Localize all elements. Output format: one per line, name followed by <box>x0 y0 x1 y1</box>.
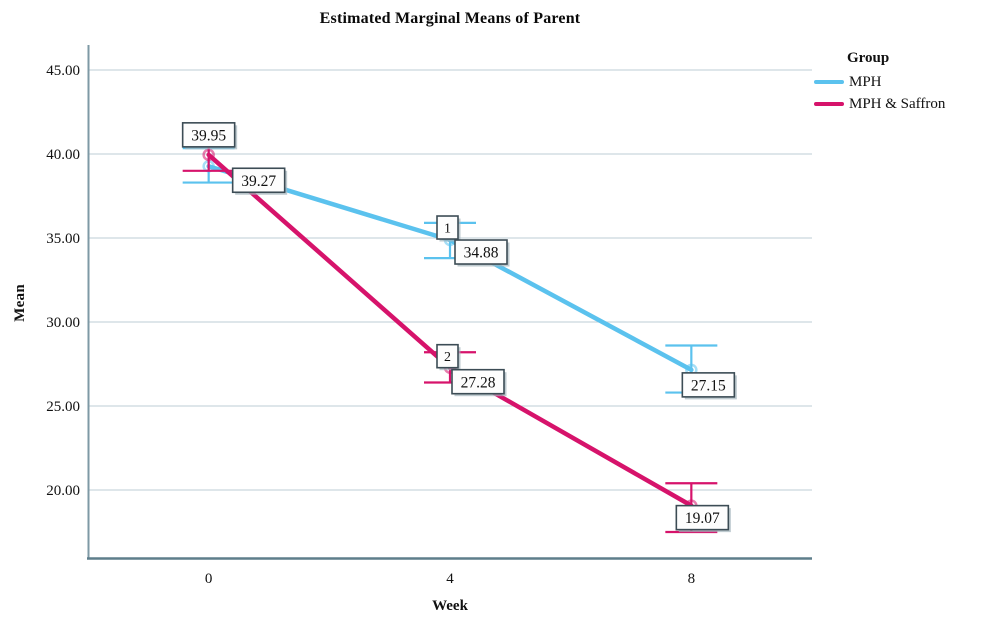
point-flag-label: 2 <box>444 350 451 365</box>
data-point-value-label: 39.95 <box>191 127 226 144</box>
data-point-value-label-box <box>181 122 236 148</box>
point-flag-label-box <box>436 343 459 369</box>
data-point-value-label: 19.07 <box>685 510 720 527</box>
data-point-value-label: 27.28 <box>461 374 496 391</box>
point-flag-label: 1 <box>444 222 451 237</box>
y-axis-tick-label: 25.00 <box>46 399 80 415</box>
legend-items: MPH MPH & Saffron <box>814 74 994 112</box>
legend-swatch-line-icon <box>814 80 844 84</box>
data-point-value-label: 34.88 <box>464 245 499 262</box>
legend: Group MPH MPH & Saffron <box>814 50 994 118</box>
data-point-value-label-box <box>454 239 508 265</box>
legend-title: Group <box>847 50 890 66</box>
data-point-value-label-box <box>675 504 730 531</box>
data-point-value-label: 39.27 <box>241 173 276 190</box>
x-axis-label: Week <box>432 598 468 614</box>
legend-item-label: MPH & Saffron <box>849 95 946 112</box>
x-axis-tick-label: 8 <box>688 571 696 587</box>
legend-item-label: MPH <box>849 73 882 90</box>
legend-item: MPH & Saffron <box>814 96 994 112</box>
data-point-value-label: 27.15 <box>691 377 726 394</box>
series-line <box>206 164 694 373</box>
point-flag-label-box <box>436 215 459 240</box>
y-axis-tick-label: 20.00 <box>46 483 80 499</box>
y-axis-tick-label: 40.00 <box>46 147 80 163</box>
y-axis-tick-label: 45.00 <box>46 63 80 79</box>
legend-item: MPH <box>814 74 994 90</box>
y-axis-label: Mean <box>12 284 28 322</box>
x-axis-tick-label: 0 <box>205 571 213 587</box>
data-point-value-label-box <box>231 167 286 194</box>
y-axis-tick-label: 35.00 <box>46 231 80 247</box>
legend-swatch-line-icon <box>814 102 844 106</box>
y-axis-tick-label: 30.00 <box>46 315 80 331</box>
y-axis-label-wrap: Mean <box>12 0 29 606</box>
data-point-marker <box>202 148 215 162</box>
x-axis-tick-label: 4 <box>446 571 454 587</box>
data-point-value-label-box <box>681 372 736 398</box>
data-point-value-label-box <box>451 368 505 395</box>
chart-title: Estimated Marginal Means of Parent <box>319 10 581 27</box>
